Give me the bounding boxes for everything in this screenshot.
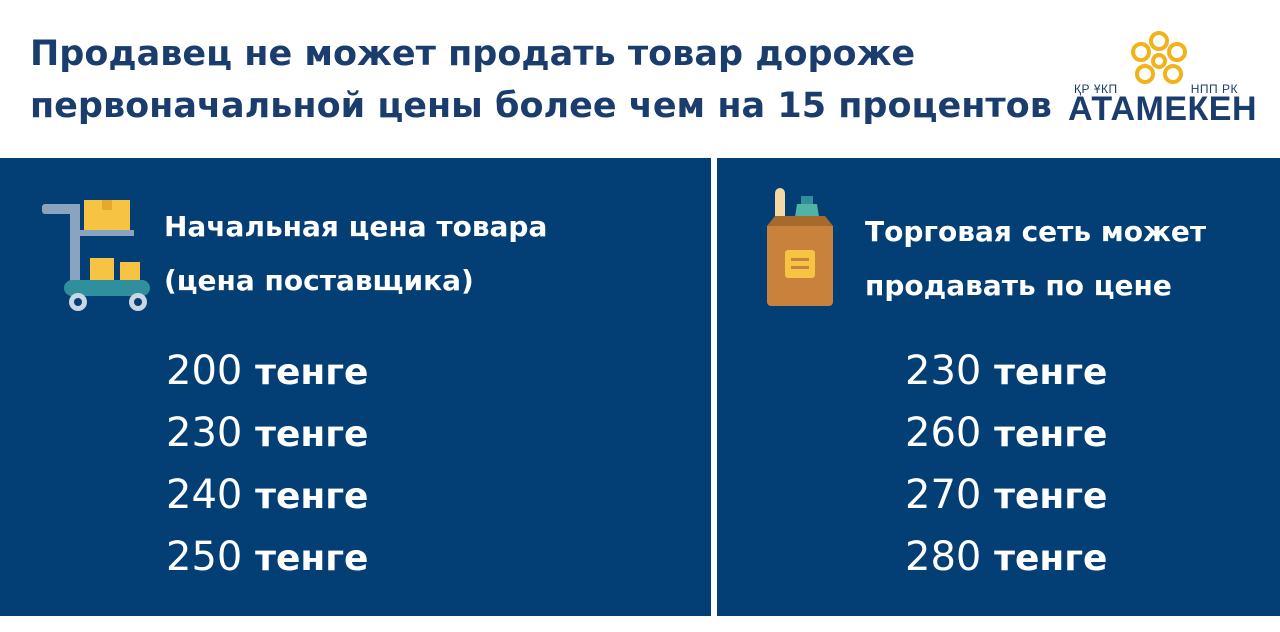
header: Продавец не может продать товар дороже п…: [0, 0, 1280, 158]
price-value: 270: [905, 472, 982, 518]
title-line-2: первоначальной цены более чем на 15 проц…: [30, 86, 1052, 126]
panel-divider: [711, 158, 717, 616]
grocery-bag-icon: [767, 188, 833, 306]
price-value: 260: [905, 410, 982, 456]
price-value: 250: [166, 534, 243, 580]
atameken-logo: ҚР ҰКП НПП РК АТАМЕКЕН: [1064, 30, 1257, 130]
retail-price-panel: Торговая сеть может продавать по цене 23…: [717, 158, 1280, 616]
price-value: 280: [905, 534, 982, 580]
price-row: 200 тенге: [166, 341, 368, 403]
price-value: 240: [166, 472, 243, 518]
logo-ru-abbrev: НПП РК: [1190, 82, 1238, 96]
price-row: 240 тенге: [166, 465, 368, 527]
price-row: 230 тенге: [905, 341, 1107, 403]
price-unit: тенге: [994, 352, 1108, 393]
price-row: 250 тенге: [166, 527, 368, 589]
price-unit: тенге: [255, 352, 369, 393]
supplier-price-list: 200 тенге 230 тенге 240 тенге 250 тенге: [166, 341, 368, 589]
page-title: Продавец не может продать товар дороже п…: [30, 28, 1052, 132]
supplier-price-panel: Начальная цена товара (цена поставщика) …: [0, 158, 711, 616]
logo-name: АТАМЕКЕН: [1068, 90, 1258, 128]
price-value: 230: [905, 348, 982, 394]
heading-line-1: Начальная цена товара: [164, 210, 548, 243]
heading-line-2: (цена поставщика): [164, 264, 474, 297]
price-unit: тенге: [994, 476, 1108, 517]
title-line-1: Продавец не может продать товар дороже: [30, 34, 916, 74]
price-row: 270 тенге: [905, 465, 1107, 527]
atameken-logo-mark-icon: [1131, 31, 1187, 84]
price-unit: тенге: [994, 414, 1108, 455]
logo-kz-abbrev: ҚР ҰКП: [1074, 82, 1118, 96]
price-value: 200: [166, 348, 243, 394]
price-unit: тенге: [255, 414, 369, 455]
heading-line-2: продавать по цене: [865, 269, 1172, 302]
price-row: 230 тенге: [166, 403, 368, 465]
shopping-cart-icon: [42, 200, 150, 311]
price-unit: тенге: [994, 538, 1108, 579]
price-row: 280 тенге: [905, 527, 1107, 589]
price-value: 230: [166, 410, 243, 456]
price-unit: тенге: [255, 476, 369, 517]
retail-price-list: 230 тенге 260 тенге 270 тенге 280 тенге: [905, 341, 1107, 589]
retail-price-heading: Торговая сеть может продавать по цене: [865, 205, 1206, 313]
bottom-strip: [0, 616, 1280, 632]
heading-line-1: Торговая сеть может: [865, 215, 1207, 248]
price-unit: тенге: [255, 538, 369, 579]
price-row: 260 тенге: [905, 403, 1107, 465]
supplier-price-heading: Начальная цена товара (цена поставщика): [164, 200, 547, 308]
